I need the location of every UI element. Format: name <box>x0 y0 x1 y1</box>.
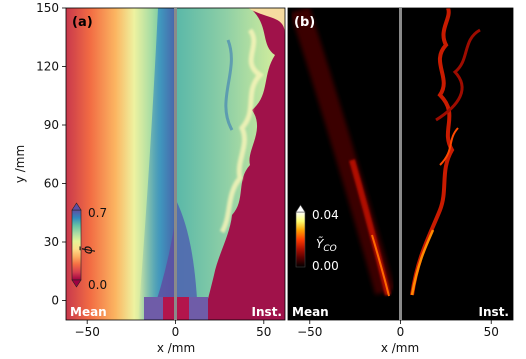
panel-a-inst-mixing-layer <box>219 28 264 234</box>
colorbar-a-max-label: 0.7 <box>88 206 107 220</box>
panel-a-inst-core <box>176 200 198 320</box>
panel-a-y-tick-label: 60 <box>44 177 59 191</box>
panel-a-x-axis-label: x /mm <box>157 341 195 355</box>
colorbar-a-bar <box>71 209 82 281</box>
colorbar-b-max-label: 0.04 <box>312 208 339 222</box>
panel-a-inst-jet <box>176 8 275 320</box>
panel-a-mean-core <box>138 8 176 320</box>
colorbar-b-symbol-main: Ỹ <box>316 236 325 251</box>
panel-b-inst-eddy <box>439 127 459 166</box>
panel-b-axes: −50 0 50 <box>297 320 499 339</box>
panel-a: −50 0 50 0 30 60 90 120 150 <box>36 1 286 339</box>
panel-b-x-tick-label: 0 <box>397 325 405 339</box>
panel-a-inst-plume-top <box>248 8 285 35</box>
colorbar-b-symbol-sub: CO <box>323 244 336 254</box>
panel-b-x-tick-label: −50 <box>297 325 322 339</box>
colorbar-a-min-label: 0.0 <box>88 278 107 292</box>
colorbar-b: 0.04 0.00 ỸCO <box>295 204 339 273</box>
panel-a-inst-eddy <box>224 39 234 131</box>
panel-b-x-tick-label: 50 <box>484 325 499 339</box>
panel-a-y-tick-label: 150 <box>36 1 59 15</box>
panel-a-axes: −50 0 50 0 30 60 90 120 150 <box>36 1 271 339</box>
panel-a-x-tick-label: 50 <box>256 325 271 339</box>
panel-b-x-axis-label: x /mm <box>381 341 419 355</box>
panel-a-x-tick-label: −50 <box>75 325 100 339</box>
panel-b-label: (b) <box>294 15 315 30</box>
panel-a-x-tick-label: 0 <box>172 325 180 339</box>
colorbar-a: 0.7 0.0 ϕ̄ <box>71 202 107 292</box>
colorbar-b-symbol: ỸCO <box>316 236 337 254</box>
panel-a-y-tick-label: 0 <box>51 294 59 308</box>
colorbar-a-symbol: ϕ̄ <box>81 245 96 254</box>
panel-a-inst-label: Inst. <box>252 305 282 319</box>
panel-b-inst-front-root <box>410 229 435 296</box>
colorbar-a-extend-top <box>71 202 82 211</box>
panel-a-y-tick-label: 30 <box>44 235 59 249</box>
panel-a-label: (a) <box>72 15 93 30</box>
panel-b-inst-label: Inst. <box>479 305 509 319</box>
panel-b-inst-front <box>410 8 455 296</box>
colorbar-a-extend-bottom <box>71 279 82 288</box>
panel-b-inst-branch <box>435 28 481 122</box>
panel-b-mean-glow <box>290 8 395 295</box>
colorbar-b-bar <box>295 211 306 268</box>
panel-a-mean-label: Mean <box>70 305 107 319</box>
colorbar-b-extend-top <box>295 204 306 213</box>
y-axis-label: y /mm <box>13 145 27 183</box>
panel-a-mean-potential-core <box>150 215 176 320</box>
panel-a-y-tick-label: 90 <box>44 118 59 132</box>
colorbar-b-min-label: 0.00 <box>312 259 339 273</box>
panel-b-mean-flame-root <box>371 234 390 297</box>
panel-a-y-tick-label: 120 <box>36 60 59 74</box>
panel-b-mean-label: Mean <box>292 305 329 319</box>
